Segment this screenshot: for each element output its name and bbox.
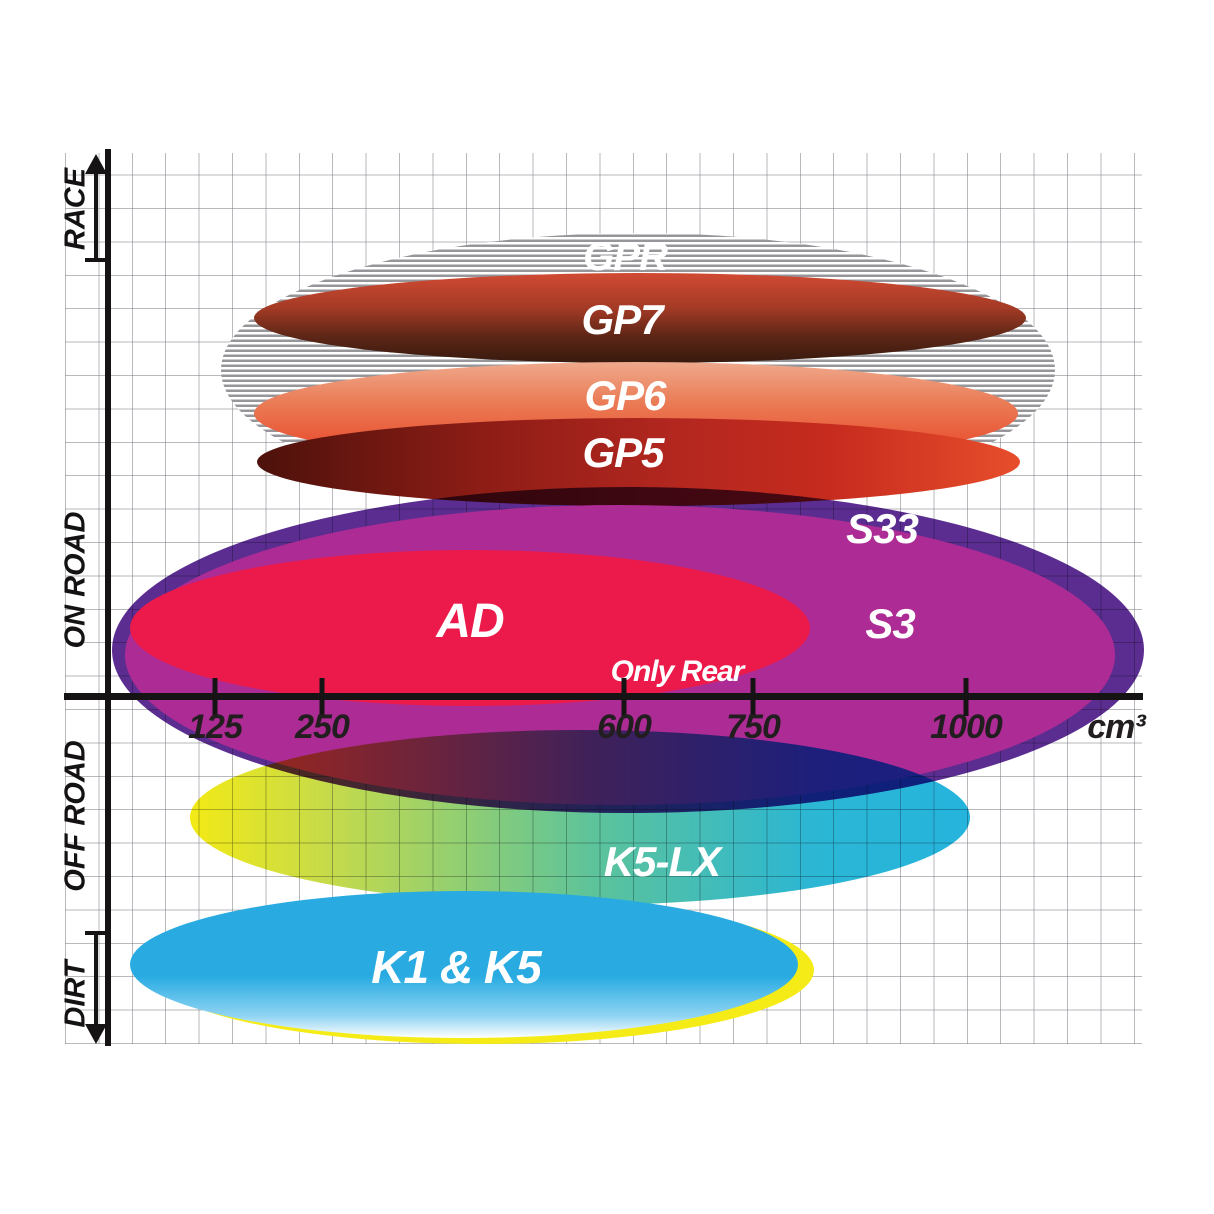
- y-category-dirt: DIRT: [59, 960, 92, 1028]
- x-tick-label-750: 750: [726, 708, 781, 746]
- ad-label: AD: [436, 595, 504, 648]
- y-axis-line: [105, 149, 111, 1046]
- x-tick-label-125: 125: [188, 708, 243, 746]
- gp6-label: GP6: [584, 372, 666, 419]
- race-up-arrowhead: [85, 154, 107, 174]
- x-tick-label-600: 600: [597, 708, 652, 746]
- only-rear-label: Only Rear: [610, 655, 745, 688]
- x-axis-unit-label: cm³: [1087, 708, 1145, 746]
- y-category-race: RACE: [59, 167, 92, 251]
- gp5-label: GP5: [582, 429, 664, 476]
- gpr-label: GPR: [583, 235, 668, 279]
- gp7-label: GP7: [581, 296, 663, 343]
- s33-label: S33: [846, 505, 919, 552]
- x-axis-line: [64, 693, 1143, 700]
- x-tick-label-1000: 1000: [930, 708, 1003, 746]
- race-up-arrow-shaft: [94, 174, 98, 258]
- s3-label: S3: [865, 600, 915, 647]
- y-category-off-road: OFF ROAD: [59, 740, 92, 892]
- k5lx-label: K5-LX: [603, 838, 721, 885]
- x-tick-label-250: 250: [295, 708, 350, 746]
- y-category-on-road: ON ROAD: [59, 511, 92, 649]
- dirt-down-arrowhead: [85, 1024, 107, 1044]
- dirt-down-arrow-shaft: [94, 935, 98, 1024]
- race-up-arrow-crossbar: [85, 258, 107, 262]
- ellipse-k5lx: [190, 730, 970, 905]
- k1k5-label: K1 & K5: [371, 941, 541, 993]
